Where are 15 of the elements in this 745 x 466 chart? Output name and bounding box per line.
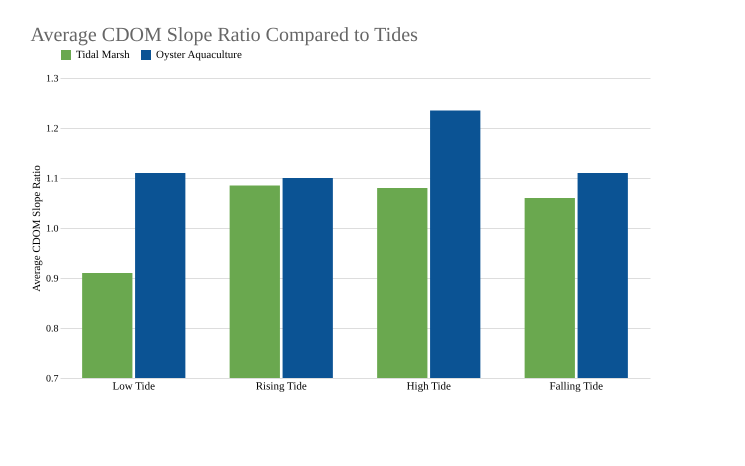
x-tick-label: High Tide	[406, 380, 452, 392]
x-tick-label: Falling Tide	[550, 380, 604, 392]
y-tick-label: 1.2	[46, 124, 58, 134]
y-tick-label: 1.1	[46, 174, 58, 184]
x-tick-label: Rising Tide	[256, 380, 307, 392]
x-tick-label: Low Tide	[112, 380, 156, 392]
legend-label: Oyster Aquaculture	[156, 49, 242, 61]
y-tick-label: 1.3	[46, 74, 58, 84]
y-tick-label: 0.8	[46, 324, 58, 334]
y-tick-label: 1.0	[46, 224, 58, 234]
y-tick-label: 0.9	[46, 274, 58, 284]
chart-title: Average CDOM Slope Ratio Compared to Tides	[30, 24, 418, 46]
legend-label: Tidal Marsh	[76, 49, 130, 61]
y-tick-label: 0.7	[46, 374, 58, 384]
y-axis-title: Average CDOM Slope Ratio	[31, 164, 43, 292]
